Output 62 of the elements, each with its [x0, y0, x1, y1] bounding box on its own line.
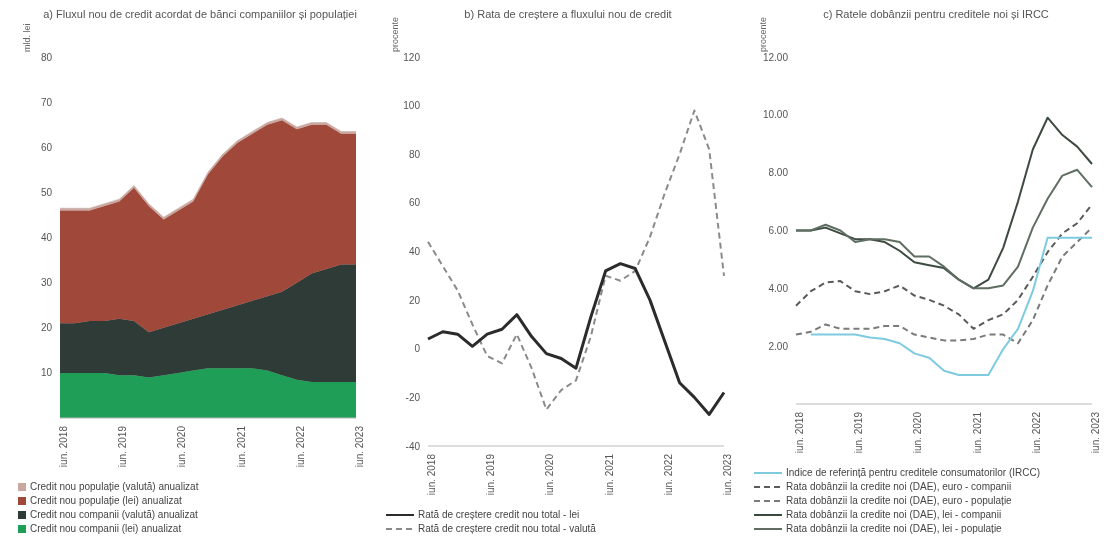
y-tick-label: 80 — [40, 51, 53, 63]
x-tick-label: iun. 2023 — [722, 453, 734, 496]
y-tick-label: 4.00 — [768, 282, 789, 294]
y-tick-label: 0 — [414, 343, 421, 355]
y-tick-label: 100 — [403, 100, 421, 112]
y-tick-label: 30 — [40, 277, 53, 289]
y-tick-label: -20 — [405, 391, 421, 403]
legend-label: Rata dobânzii la credite noi (DAE), lei - companii — [786, 509, 1002, 520]
legend-label: Rata dobânzii la credite noi (DAE), euro - companii — [786, 481, 1012, 492]
y-tick-label: 70 — [40, 96, 53, 108]
y-tick-label: 50 — [40, 186, 53, 198]
legend-label: Rată de creștere credit nou total - valută — [418, 523, 596, 534]
x-tick-label: iun. 2020 — [912, 411, 924, 454]
legend-label: Indice de referință pentru creditele consumatorilor (IRCC) — [786, 467, 1040, 478]
chart-title: c) Ratele dobânzii pentru creditele noi și IRCC — [822, 8, 1050, 20]
y-tick-label: 2.00 — [768, 340, 789, 352]
y-tick-label: 8.00 — [768, 167, 789, 179]
y-tick-label: 80 — [408, 148, 421, 160]
legend-label: Credit nou companii (lei) anualizat — [30, 523, 182, 534]
line-series — [426, 262, 726, 416]
x-tick-label: iun. 2022 — [294, 425, 306, 468]
line-series — [795, 168, 1093, 290]
x-tick-label: iun. 2019 — [485, 453, 497, 496]
x-tick-label: iun. 2018 — [794, 411, 806, 454]
legend-label: Rata dobânzii la credite noi (DAE), lei - populație — [786, 523, 1002, 534]
y-tick-label: 12.00 — [762, 51, 789, 63]
y-tick-label: 20 — [408, 294, 421, 306]
x-tick-label: iun. 2019 — [117, 425, 129, 468]
y-tick-label: 40 — [40, 232, 53, 244]
y-axis-title: procente — [390, 15, 400, 52]
legend-label: Rată de creștere credit nou total - lei — [418, 509, 580, 520]
x-tick-label: iun. 2021 — [235, 425, 247, 468]
x-tick-label: iun. 2022 — [662, 453, 674, 496]
y-axis-title: procente — [758, 15, 768, 52]
x-tick-label: iun. 2020 — [544, 453, 556, 496]
line-series — [427, 109, 725, 411]
x-tick-label: iun. 2022 — [1030, 411, 1042, 454]
x-tick-label: iun. 2023 — [1090, 411, 1102, 454]
x-tick-label: iun. 2021 — [971, 411, 983, 454]
legend-label: Credit nou populație (valută) anualizat — [30, 481, 199, 492]
y-tick-label: 20 — [40, 322, 53, 334]
y-tick-label: 10 — [40, 367, 53, 379]
y-tick-label: 40 — [408, 246, 421, 258]
y-tick-label: 120 — [403, 51, 421, 63]
y-tick-label: 6.00 — [768, 225, 789, 237]
legend-label: Credit nou populație (lei) anualizat — [30, 495, 182, 506]
x-tick-label: iun. 2020 — [176, 425, 188, 468]
x-tick-label: iun. 2018 — [58, 425, 70, 468]
line-series — [809, 236, 1093, 377]
x-tick-label: iun. 2023 — [354, 425, 366, 468]
y-tick-label: 60 — [408, 197, 421, 209]
y-tick-label: 10.00 — [762, 109, 789, 121]
x-tick-label: iun. 2018 — [426, 453, 438, 496]
y-tick-label: 60 — [40, 141, 53, 153]
chart-title: a) Fluxul nou de credit acordat de bănci companiilor și populației — [42, 8, 358, 20]
x-tick-label: iun. 2019 — [853, 411, 865, 454]
chart-title: b) Rata de creștere a fluxului nou de credit — [463, 8, 673, 20]
legend-label: Credit nou companii (valută) anualizat — [30, 509, 198, 520]
x-tick-label: iun. 2021 — [603, 453, 615, 496]
y-axis-title: mld. lei — [22, 22, 32, 52]
y-tick-label: -40 — [405, 440, 421, 452]
legend-label: Rata dobânzii la credite noi (DAE), euro - populație — [786, 495, 1012, 506]
